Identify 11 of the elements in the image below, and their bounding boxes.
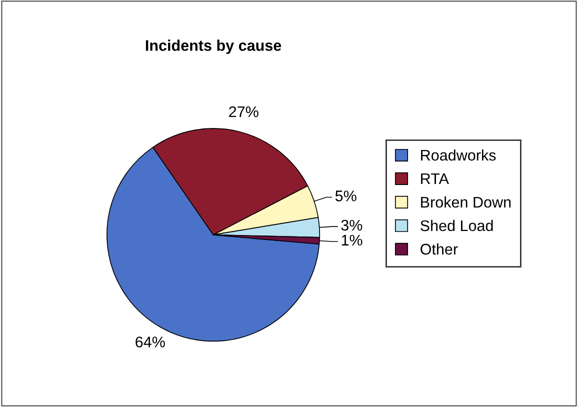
data-label: 27% bbox=[229, 106, 258, 118]
data-label: 3% bbox=[341, 220, 362, 231]
legend-label: Roadworks bbox=[421, 149, 496, 161]
data-label: 1% bbox=[342, 234, 362, 246]
legend-label: Other bbox=[420, 243, 458, 255]
data-label: 5% bbox=[335, 190, 356, 202]
chart-title: Incidents by cause bbox=[146, 40, 282, 54]
legend-label: Shed Load bbox=[420, 220, 493, 232]
legend-label: RTA bbox=[421, 173, 449, 184]
legend-label: Broken Down bbox=[421, 196, 511, 208]
data-label: 64% bbox=[136, 336, 165, 348]
